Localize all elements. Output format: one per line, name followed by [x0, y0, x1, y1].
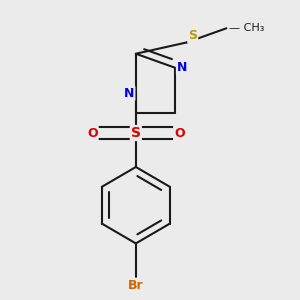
Text: N: N	[177, 61, 187, 74]
Text: N: N	[124, 87, 134, 100]
Text: O: O	[87, 127, 98, 140]
Text: — CH₃: — CH₃	[229, 23, 265, 33]
Text: O: O	[174, 127, 185, 140]
Text: S: S	[131, 126, 141, 140]
Text: S: S	[188, 29, 197, 42]
Text: Br: Br	[128, 279, 144, 292]
